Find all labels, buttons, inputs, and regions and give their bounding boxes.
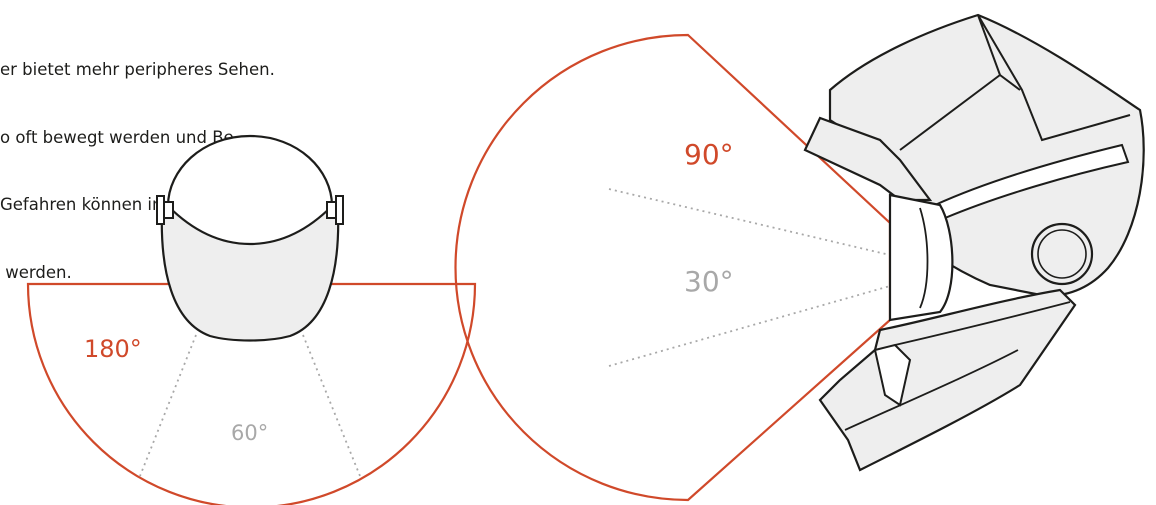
top-view-left-hinge (156, 195, 174, 225)
side-view-outer-angle-label: 90° (684, 138, 734, 171)
side-view-visor-pivot (1030, 222, 1094, 286)
side-view-inner-angle-label: 30° (684, 265, 734, 298)
top-view-inner-angle-label: 60° (231, 421, 268, 445)
side-view-fov-30-line-bottom (608, 285, 891, 367)
top-view-helmet-diagram: 180° 60° (26, 134, 477, 505)
top-view-fov-60-line-right (302, 334, 361, 477)
top-view-helmet-shell (166, 134, 334, 246)
side-view-helmet-chin-guard (818, 288, 1077, 472)
description-line-4: werden. (0, 262, 72, 282)
side-view-helmet-diagram: 90° 30° (454, 13, 1145, 502)
side-view-helmet-top-ridge (899, 14, 1131, 151)
top-view-outer-angle-label: 180° (84, 335, 142, 363)
top-view-fov-60-line-left (139, 334, 197, 477)
side-view-visor-inner-line (919, 207, 929, 309)
side-view-helmet-visor (888, 193, 954, 322)
side-view-fov-90-sector (454, 33, 892, 502)
top-view-fov-180-arc (26, 282, 477, 505)
side-view-fov-30-line-top (608, 188, 891, 256)
top-view-right-hinge (326, 195, 344, 225)
top-view-helmet-visor (160, 208, 340, 342)
side-view-chin-lines (844, 301, 1071, 431)
side-view-chin-vent (873, 343, 912, 407)
side-view-helmet-brow (803, 116, 933, 202)
side-view-helmet-side-band (933, 143, 1130, 220)
description-line-1: er bietet mehr peripheres Sehen. (0, 60, 275, 79)
side-view-visor-pivot-inner (1037, 229, 1087, 279)
